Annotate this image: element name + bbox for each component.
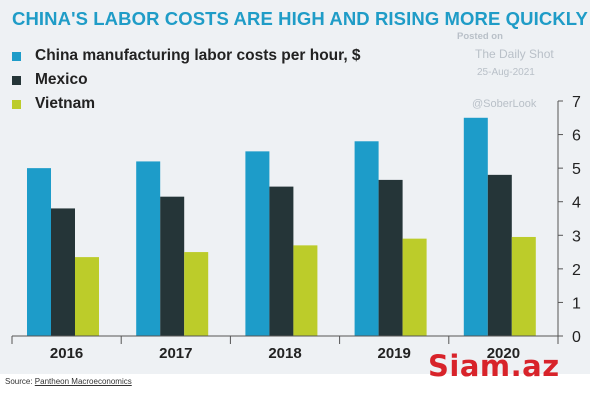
bar-vietnam-2017	[184, 252, 209, 336]
legend: China manufacturing labor costs per hour…	[12, 44, 361, 116]
bar-china-2018	[245, 151, 270, 336]
y-tick-label-5: 5	[572, 161, 581, 178]
chart-title: CHINA'S LABOR COSTS ARE HIGH AND RISING …	[12, 8, 588, 29]
y-tick-label-0: 0	[572, 329, 581, 346]
x-tick-label-2020: 2020	[487, 345, 520, 362]
y-tick-label-1: 1	[572, 295, 581, 312]
bar-china-2019	[354, 141, 379, 336]
bar-china-2017	[136, 161, 161, 336]
watermark-publisher: The Daily Shot	[475, 47, 554, 61]
bar-vietnam-2016	[75, 257, 99, 336]
legend-item-china: China manufacturing labor costs per hour…	[12, 44, 361, 68]
x-tick-label-2018: 2018	[268, 345, 301, 362]
source-prefix: Source:	[5, 377, 35, 386]
legend-item-mexico: Mexico	[12, 68, 361, 92]
legend-label-china: China manufacturing labor costs per hour…	[35, 47, 361, 64]
bar-china-2016	[27, 168, 51, 336]
bar-vietnam-2020	[511, 236, 536, 336]
watermark-posted-on: Posted on	[457, 31, 503, 42]
bar-china-2020	[463, 117, 488, 337]
bars-layer	[27, 117, 536, 337]
bar-mexico-2016	[51, 208, 75, 336]
bar-vietnam-2019	[402, 238, 427, 336]
source-note: Source: Pantheon Macroeconomics	[5, 377, 132, 386]
watermark-handle: @SoberLook	[472, 98, 537, 110]
bar-mexico-2018	[269, 186, 294, 336]
bar-mexico-2019	[378, 179, 403, 336]
legend-swatch-china	[12, 51, 21, 61]
x-tick-label-2019: 2019	[378, 345, 411, 362]
y-tick-label-7: 7	[572, 94, 581, 111]
legend-label-vietnam: Vietnam	[35, 95, 96, 112]
y-tick-label-4: 4	[572, 195, 581, 212]
y-tick-label-3: 3	[572, 228, 581, 245]
source-link[interactable]: Pantheon Macroeconomics	[34, 377, 132, 386]
y-tick-label-6: 6	[572, 128, 581, 145]
bar-mexico-2017	[160, 196, 185, 336]
bar-vietnam-2018	[293, 245, 318, 336]
y-tick-label-2: 2	[572, 262, 581, 279]
axis-layer: 2016 2017 2018 2019 2020 0 1 2 3 4 5 6 7	[11, 94, 581, 362]
legend-label-mexico: Mexico	[35, 71, 88, 88]
legend-swatch-vietnam	[12, 99, 21, 109]
bar-mexico-2020	[487, 174, 512, 336]
x-tick-label-2017: 2017	[159, 345, 192, 362]
legend-item-vietnam: Vietnam	[12, 92, 361, 116]
watermark-date: 25-Aug-2021	[477, 67, 535, 78]
x-tick-label-2016: 2016	[50, 345, 83, 362]
legend-swatch-mexico	[12, 75, 21, 85]
site-logo: Siam.az	[428, 349, 560, 383]
